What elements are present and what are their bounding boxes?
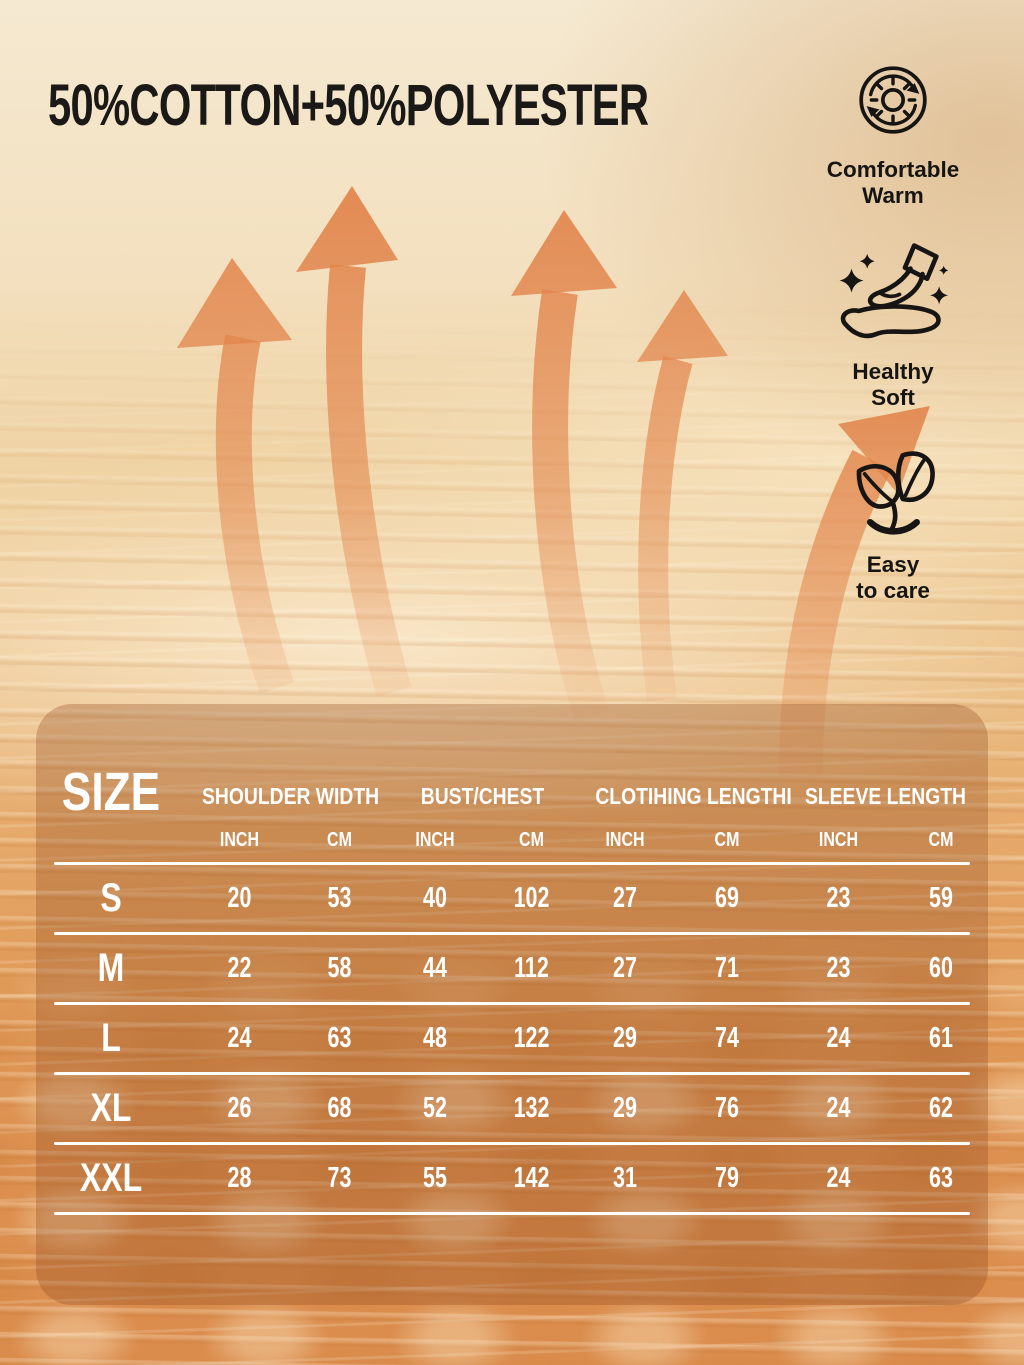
feature-label-line1: Healthy [852, 359, 934, 384]
table-value: 69 [715, 882, 739, 914]
table-value: 27 [613, 952, 637, 984]
table-value: 40 [423, 882, 447, 914]
table-value: 26 [227, 1092, 252, 1124]
feature-label-line1: Comfortable [826, 157, 960, 182]
table-value: 122 [513, 1022, 550, 1054]
table-value: 55 [423, 1162, 447, 1194]
table-value: 29 [613, 1022, 637, 1054]
unit-label: CM [327, 828, 352, 851]
unit-label: CM [928, 828, 954, 851]
table-value: 29 [613, 1092, 637, 1124]
unit-label: INCH [219, 828, 260, 851]
table-value: 79 [715, 1162, 739, 1194]
feature-label-line2: Warm [862, 183, 924, 208]
table-divider [54, 1142, 970, 1145]
table-value: 28 [227, 1162, 252, 1194]
column-header-shoulder-width: SHOULDER WIDTH [202, 783, 380, 809]
table-value: 59 [929, 882, 953, 914]
table-row-xl: XL 26 68 52 132 29 76 24 62 [36, 1075, 988, 1142]
table-row-m: M 22 58 44 112 27 71 23 60 [36, 935, 988, 1002]
size-chart-unit-row: INCH CM INCH CM INCH CM INCH CM [36, 818, 988, 862]
table-value: 48 [423, 1022, 447, 1054]
table-value: 102 [513, 882, 550, 914]
table-value: 74 [715, 1022, 739, 1054]
table-divider [54, 1072, 970, 1075]
size-chart-corner-label: SIZE [61, 761, 161, 822]
column-header-bust-chest: BUST/CHEST [420, 783, 545, 809]
table-value: 62 [929, 1092, 953, 1124]
unit-label: INCH [415, 828, 455, 851]
table-value: 68 [327, 1092, 352, 1124]
table-value: 24 [826, 1092, 851, 1124]
table-value: 24 [227, 1022, 252, 1054]
table-value: 31 [613, 1162, 637, 1194]
table-divider [54, 862, 970, 865]
feature-comfortable-warm: Comfortable Warm [798, 56, 988, 209]
table-value: 142 [513, 1162, 550, 1194]
table-value: 27 [613, 882, 637, 914]
size-label: L [101, 1016, 121, 1060]
table-value: 24 [826, 1162, 851, 1194]
unit-label: CM [714, 828, 740, 851]
size-chart-header-row: SIZE SHOULDER WIDTH BUST/CHEST CLOTIHING… [36, 704, 988, 822]
feature-easy-care: Easy to care [798, 446, 988, 604]
table-value: 61 [929, 1022, 953, 1054]
table-value: 53 [327, 882, 352, 914]
fabric-composition-title: 50%COTTON+50%POLYESTER [48, 73, 649, 138]
table-value: 20 [227, 882, 252, 914]
feature-label: Easy to care [856, 552, 930, 604]
table-row-xxl: XXL 28 73 55 142 31 79 24 63 [36, 1145, 988, 1212]
size-label: M [97, 946, 125, 990]
unit-label: INCH [605, 828, 645, 851]
size-chart-panel: SIZE SHOULDER WIDTH BUST/CHEST CLOTIHING… [36, 704, 988, 1305]
unit-label: CM [519, 828, 544, 851]
table-row-l: L 24 63 48 122 29 74 24 61 [36, 1005, 988, 1072]
fabric-bump-texture [0, 925, 1024, 1365]
table-value: 71 [715, 952, 739, 984]
size-label: XL [90, 1086, 132, 1130]
table-value: 24 [826, 1022, 851, 1054]
feature-healthy-soft: Healthy Soft [798, 240, 988, 411]
size-label: XXL [79, 1156, 143, 1200]
unit-label: INCH [818, 828, 859, 851]
table-value: 73 [327, 1162, 352, 1194]
column-header-clothing-length: CLOTIHING LENGTHI [595, 783, 792, 809]
table-divider [54, 932, 970, 935]
table-value: 44 [423, 952, 447, 984]
table-divider [54, 1212, 970, 1215]
table-value: 60 [929, 952, 953, 984]
table-value: 23 [826, 882, 851, 914]
table-value: 112 [514, 952, 549, 984]
table-value: 23 [826, 952, 851, 984]
feature-label: Healthy Soft [852, 359, 933, 411]
table-value: 63 [929, 1162, 953, 1194]
healthy-soft-icon [839, 243, 949, 339]
table-value: 52 [423, 1092, 447, 1124]
column-header-sleeve-length: SLEEVE LENGTH [804, 783, 967, 809]
feature-label: Comfortable Warm [827, 157, 960, 209]
table-value: 22 [227, 952, 252, 984]
comfortable-warm-icon [859, 66, 927, 134]
easy-care-icon [856, 451, 935, 535]
feature-label-line2: to care [856, 578, 930, 603]
table-value: 58 [327, 952, 352, 984]
table-value: 63 [327, 1022, 352, 1054]
table-value: 76 [715, 1092, 739, 1124]
table-divider [54, 1002, 970, 1005]
feature-label-line1: Easy [866, 552, 920, 577]
table-row-s: S 20 53 40 102 27 69 23 59 [36, 865, 988, 932]
size-label: S [100, 876, 122, 920]
table-value: 132 [513, 1092, 550, 1124]
feature-label-line2: Soft [871, 385, 915, 410]
